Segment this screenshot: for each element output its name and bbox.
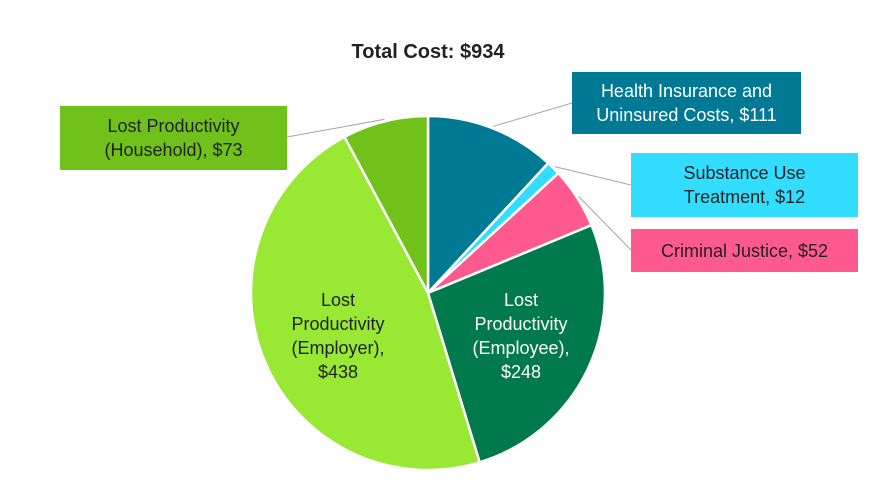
leader-line-2 bbox=[578, 196, 632, 251]
label-employee: Lost Productivity (Employee), $248 bbox=[472, 290, 570, 382]
leader-line-5 bbox=[286, 118, 385, 138]
label-criminal-justice: Criminal Justice, $52 bbox=[631, 229, 858, 272]
label-household: Lost Productivity (Household), $73 bbox=[60, 106, 287, 170]
pie-slice-3 bbox=[426, 223, 607, 464]
label-employer: Lost Productivity (Employer), $438 bbox=[291, 290, 385, 382]
pie-slice-0 bbox=[426, 114, 550, 297]
leader-line-1 bbox=[554, 166, 632, 186]
label-health-insurance: Health Insurance and Uninsured Costs, $1… bbox=[572, 72, 801, 134]
pie-slice-4 bbox=[249, 135, 482, 472]
leader-line-0 bbox=[493, 102, 573, 127]
pie-slice-5 bbox=[342, 114, 430, 294]
chart-title: Total Cost: $934 bbox=[351, 41, 505, 63]
label-substance-use: Substance Use Treatment, $12 bbox=[631, 153, 858, 217]
